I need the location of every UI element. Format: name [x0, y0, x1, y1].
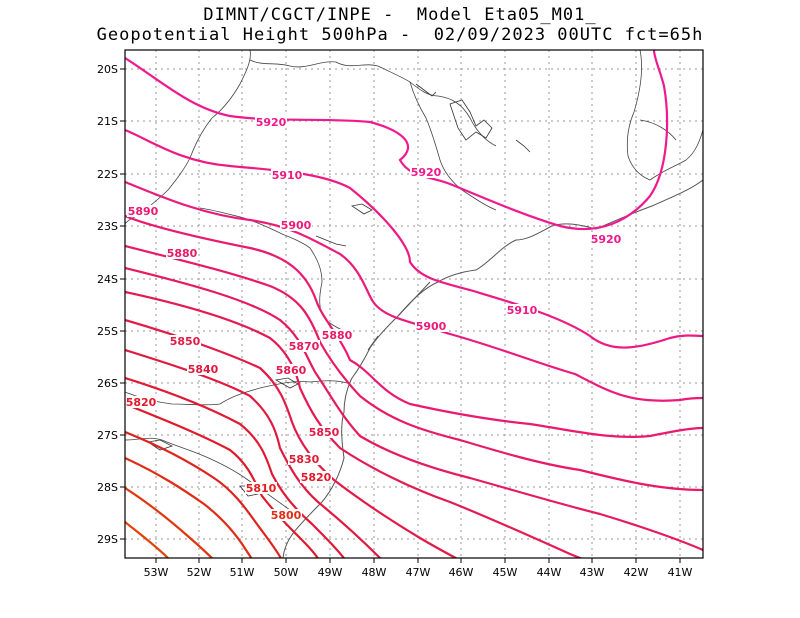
- x-tick-label: 48W: [362, 566, 387, 579]
- y-tick-label: 22S: [97, 168, 118, 181]
- contour-5810: [125, 430, 283, 558]
- x-tick-label: 44W: [537, 566, 562, 579]
- contour-labels: 5920 5920 5920 5910 5910 5900 5900 5890 5880 5880…: [125, 116, 622, 522]
- contour-label-bg: [169, 335, 201, 347]
- x-tick-label: 47W: [406, 566, 431, 579]
- contour-5870: [125, 266, 703, 552]
- x-tick-label: 52W: [187, 566, 212, 579]
- x-tick-label: 46W: [449, 566, 474, 579]
- contour-label-bg: [127, 205, 159, 217]
- x-tick-label: 49W: [318, 566, 343, 579]
- y-tick-label: 25S: [97, 325, 118, 338]
- contour-label-bg: [245, 482, 277, 494]
- contour-label: 5800: [271, 509, 302, 522]
- contour-label-bg: [590, 233, 622, 245]
- contour-label: 5910: [507, 304, 538, 317]
- y-tick-label: 20S: [97, 63, 118, 76]
- x-tick-label: 41W: [668, 566, 693, 579]
- contour-label-bg: [280, 219, 312, 231]
- contour-label: 5840: [188, 363, 219, 376]
- contour-label: 5920: [411, 166, 442, 179]
- y-tick-label: 26S: [97, 377, 118, 390]
- contour-5900: [125, 180, 703, 402]
- contour-label-bg: [410, 166, 442, 178]
- contour-5880: [125, 244, 703, 492]
- x-tick-label: 53W: [144, 566, 169, 579]
- contour-label-bg: [415, 320, 447, 332]
- contour-label: 5880: [167, 247, 198, 260]
- contour-label-bg: [255, 116, 287, 128]
- contour-label-bg: [271, 169, 303, 181]
- contour-label-bg: [125, 396, 157, 408]
- contour-5840: [125, 348, 381, 558]
- contour-label: 5820: [301, 471, 332, 484]
- contour-label-bg: [288, 340, 320, 352]
- y-tick-label: 28S: [97, 481, 118, 494]
- contour-label: 5860: [276, 364, 307, 377]
- coastline: [282, 179, 703, 558]
- contour-label-bg: [288, 453, 320, 465]
- contour-label: 5900: [281, 219, 312, 232]
- chart-title-line2: Geopotential Height 500hPa - 02/09/2023 …: [96, 25, 704, 45]
- contour-5890: [125, 214, 703, 439]
- x-tick-label: 50W: [274, 566, 299, 579]
- contour-label: 5870: [289, 340, 320, 353]
- y-tick-label: 21S: [97, 115, 118, 128]
- contour-label-bg: [321, 329, 353, 341]
- axis-ticks: 53W 52W 51W 50W 49W 48W 47W 46W 45W 44W 43W 42W 41W 2…: [97, 63, 693, 579]
- contour-label: 5880: [322, 329, 353, 342]
- x-tick-label: 42W: [624, 566, 649, 579]
- contour-label-bg: [275, 364, 307, 376]
- contour-label: 5900: [416, 320, 447, 333]
- contour-label-bg: [506, 304, 538, 316]
- contour-label-bg: [308, 426, 340, 438]
- contour-label-bg: [300, 471, 332, 483]
- y-tick-label: 24S: [97, 273, 118, 286]
- contour-5780: [125, 521, 170, 558]
- contour-5860: [125, 290, 583, 558]
- contour-5790: [125, 487, 214, 558]
- contour-label: 5820: [126, 396, 157, 409]
- chart-title-line1: DIMNT/CGCT/INPE - Model Eta05_M01_: [203, 5, 597, 25]
- plot-frame: [124, 49, 704, 559]
- contour-5830: [125, 376, 346, 558]
- contour-5850: [125, 318, 458, 558]
- contour-label-bg: [166, 247, 198, 259]
- x-tick-label: 45W: [493, 566, 518, 579]
- y-tick-label: 29S: [97, 533, 118, 546]
- contour-5910: [125, 128, 703, 349]
- x-tick-label: 43W: [580, 566, 605, 579]
- contour-label-bg: [187, 363, 219, 375]
- y-tick-label: 23S: [97, 220, 118, 233]
- contour-label: 5890: [128, 205, 159, 218]
- contour-label: 5830: [289, 453, 320, 466]
- graticule: [125, 50, 703, 558]
- contour-label: 5810: [246, 482, 277, 495]
- contour-label: 5850: [170, 335, 201, 348]
- geopotential-contours: [125, 50, 703, 558]
- contour-label: 5910: [272, 169, 303, 182]
- contour-label: 5920: [591, 233, 622, 246]
- contour-5920: [125, 50, 669, 231]
- contour-label: 5850: [309, 426, 340, 439]
- x-tick-label: 51W: [230, 566, 255, 579]
- contour-label: 5920: [256, 116, 287, 129]
- contour-5800: [125, 456, 253, 558]
- contour-label-bg: [270, 509, 302, 521]
- y-tick-label: 27S: [97, 429, 118, 442]
